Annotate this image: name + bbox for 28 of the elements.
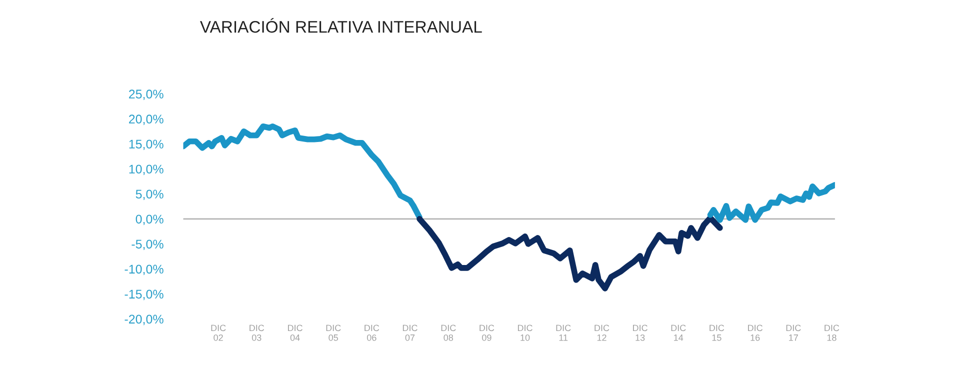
x-tick-label: DIC 15 — [710, 324, 724, 341]
x-tick-label: DIC 09 — [480, 324, 494, 341]
x-tick-label: DIC 17 — [786, 324, 801, 341]
x-tick-label: DIC 13 — [633, 324, 648, 341]
chart-title: VARIACIÓN RELATIVA INTERANUAL — [200, 18, 482, 33]
x-tick-label: DIC 16 — [748, 324, 763, 341]
x-tick-label: DIC 12 — [594, 324, 610, 341]
x-tick-label: DIC 18 — [824, 324, 840, 341]
x-tick-label: DIC 07 — [402, 324, 418, 341]
y-tick-label: 10,0% — [129, 164, 164, 176]
x-tick-label: DIC 08 — [441, 324, 456, 341]
y-tick-label: -10,0% — [124, 264, 164, 276]
y-tick-label: 15,0% — [129, 140, 164, 150]
x-tick-label: DIC 06 — [364, 324, 380, 341]
x-tick-label: DIC 10 — [518, 324, 532, 341]
y-tick-label: 20,0% — [129, 114, 164, 126]
x-tick-label: DIC 11 — [556, 324, 571, 341]
y-tick-label: -20,0% — [124, 314, 164, 326]
x-tick-label: DIC 05 — [326, 324, 341, 341]
x-tick-label: DIC 02 — [211, 324, 226, 341]
x-tick-label: DIC 14 — [671, 324, 686, 341]
y-tick-label: -5,0% — [132, 240, 164, 250]
y-tick-label: 0,0% — [136, 214, 164, 226]
y-tick-label: 25,0% — [129, 90, 164, 100]
x-tick-label: DIC 03 — [250, 324, 264, 341]
y-tick-label: -15,0% — [124, 290, 164, 300]
x-tick-label: DIC 04 — [288, 324, 302, 341]
y-tick-label: 5,0% — [136, 190, 164, 200]
